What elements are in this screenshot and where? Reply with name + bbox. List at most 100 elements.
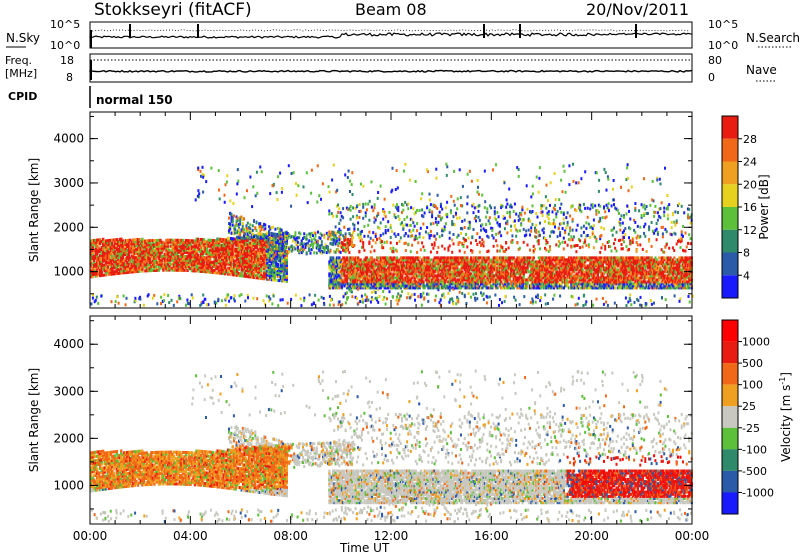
power-cell: [240, 254, 243, 258]
power-cell: [396, 241, 398, 245]
power-cell: [220, 271, 224, 275]
power-cell: [246, 249, 249, 253]
power-cell: [103, 243, 106, 247]
power-cell: [183, 268, 186, 272]
power-cell: [364, 211, 367, 215]
power-cell: [231, 257, 234, 261]
power-cell: [315, 251, 318, 255]
power-cell: [159, 244, 162, 248]
power-cell: [132, 252, 135, 256]
power-cell: [90, 249, 93, 253]
power-cell: [517, 256, 520, 260]
power-cell: [201, 256, 204, 259]
power-cell: [180, 244, 183, 248]
power-cell: [496, 244, 499, 248]
power-cell: [478, 218, 481, 222]
power-cell: [187, 243, 191, 247]
power-cell: [147, 267, 150, 271]
power-cell: [150, 249, 153, 253]
power-cell: [313, 251, 316, 255]
power-cell: [105, 253, 108, 257]
power-cell: [470, 241, 472, 245]
power-cell: [135, 242, 138, 246]
power-cell: [177, 268, 180, 272]
power-cell: [394, 234, 397, 238]
power-cell: [147, 239, 150, 243]
power-cell: [138, 263, 141, 267]
power-cell: [205, 250, 209, 254]
power-cell: [195, 251, 198, 255]
power-cell: [198, 263, 201, 267]
power-cell: [249, 249, 252, 253]
power-cell: [471, 250, 474, 254]
power-cell: [120, 245, 123, 249]
power-cell: [154, 250, 158, 254]
power-cell: [121, 253, 124, 257]
power-cell: [133, 242, 136, 246]
power-cell: [255, 250, 258, 254]
power-cell: [448, 288, 451, 292]
power-cell: [230, 239, 233, 243]
power-cell: [174, 242, 177, 246]
power-cell: [100, 255, 103, 259]
power-cell: [207, 270, 210, 274]
power-cell: [175, 250, 179, 254]
power-cell: [132, 256, 135, 260]
power-cell: [178, 248, 182, 252]
power-cell: [249, 273, 252, 277]
power-cell: [156, 254, 159, 258]
power-cell: [238, 228, 240, 232]
power-cell: [135, 240, 138, 244]
power-cell: [213, 253, 216, 257]
power-cell: [111, 238, 114, 242]
power-cell: [253, 235, 255, 239]
power-cell: [111, 248, 114, 252]
power-cell: [229, 227, 232, 231]
power-cell: [93, 256, 96, 260]
nsky-line: [89, 32, 693, 39]
power-cell: [374, 291, 377, 294]
power-cell: [115, 240, 118, 244]
power-cell: [183, 245, 186, 248]
power-cell: [117, 251, 120, 255]
power-cell: [118, 271, 121, 275]
power-cell: [231, 271, 234, 275]
power-cell: [100, 252, 103, 255]
power-cell: [199, 259, 203, 263]
power-cell: [178, 264, 182, 268]
power-cell: [240, 274, 243, 278]
power-cell: [248, 235, 251, 239]
power-cell: [211, 249, 215, 252]
power-cell: [108, 269, 111, 272]
power-cell: [389, 226, 392, 230]
freq-label-1: Freq.: [5, 54, 32, 67]
power-cell: [99, 258, 102, 262]
power-cell: [231, 251, 234, 255]
power-cell: [114, 262, 117, 266]
power-cell: [476, 232, 479, 236]
power-cell: [382, 232, 385, 236]
power-cell: [443, 247, 446, 251]
power-cell: [240, 248, 243, 252]
power-cell: [120, 243, 123, 247]
power-cell: [225, 252, 228, 256]
power-cell: [100, 246, 103, 249]
power-cell: [169, 252, 173, 256]
power-cell: [133, 240, 136, 244]
power-cell: [136, 260, 140, 263]
power-cell: [260, 261, 263, 264]
power-cell: [150, 245, 153, 249]
power-cell: [204, 252, 207, 256]
power-cell: [115, 242, 118, 246]
power-cell: [243, 244, 246, 248]
power-cell: [309, 251, 312, 255]
power-cell: [207, 268, 210, 272]
power-cell: [201, 258, 204, 261]
power-cell: [133, 256, 136, 260]
power-cell: [245, 224, 248, 228]
power-cell: [166, 254, 170, 258]
power-cell: [437, 220, 440, 224]
power-cell: [228, 266, 231, 270]
power-cell: [222, 260, 225, 264]
power-cell: [249, 241, 252, 245]
